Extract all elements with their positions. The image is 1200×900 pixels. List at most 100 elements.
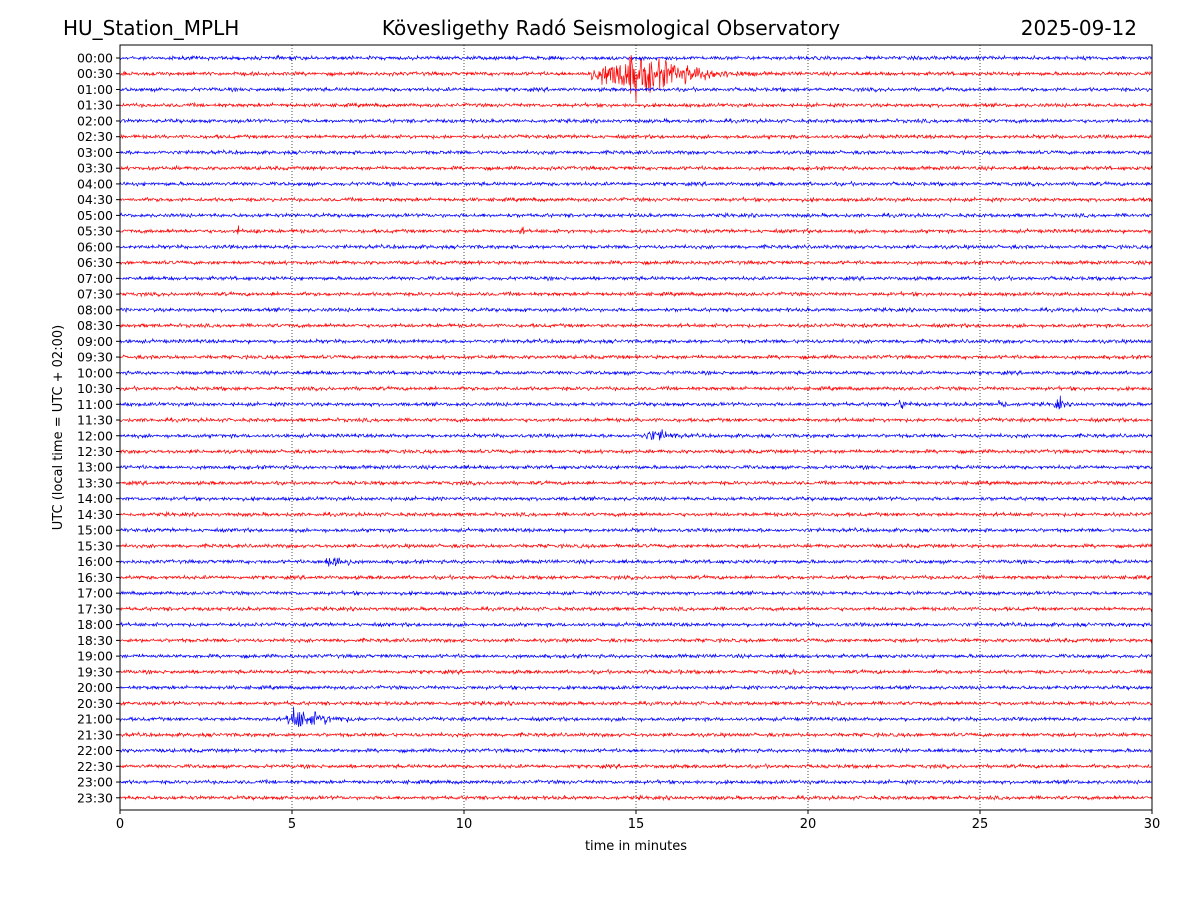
trace-0530 xyxy=(119,225,1153,235)
trace-1700 xyxy=(119,589,1153,597)
trace-0430 xyxy=(119,196,1153,204)
trace-0930 xyxy=(119,353,1153,361)
trace-2200 xyxy=(119,747,1153,755)
y-tick-label: 07:00 xyxy=(77,271,113,286)
y-tick-label: 09:30 xyxy=(77,350,113,365)
trace-1200 xyxy=(119,429,1153,441)
x-tick-label: 0 xyxy=(116,817,124,832)
y-tick-label: 14:00 xyxy=(77,491,113,506)
trace-0000 xyxy=(119,54,1153,62)
y-tick-label: 20:00 xyxy=(77,680,113,695)
trace-0130 xyxy=(119,101,1153,109)
trace-lines xyxy=(119,54,1153,802)
x-tick-label: 5 xyxy=(288,817,296,832)
y-tick-label: 20:30 xyxy=(77,696,113,711)
y-tick-label: 05:00 xyxy=(77,208,113,223)
grid-lines xyxy=(291,45,981,810)
y-tick-label: 03:30 xyxy=(77,161,113,176)
y-tick-label: 04:00 xyxy=(77,176,113,191)
date-label: 2025-09-12 xyxy=(1020,16,1137,40)
y-axis-label: UTC (local time = UTC + 02:00) xyxy=(51,325,66,530)
y-tick-label: 03:00 xyxy=(77,145,113,160)
y-tick-label: 00:00 xyxy=(77,51,113,66)
trace-1900 xyxy=(119,652,1153,660)
trace-1930 xyxy=(119,668,1153,676)
y-tick-label: 15:30 xyxy=(77,538,113,553)
y-tick-label: 08:00 xyxy=(77,302,113,317)
trace-2300 xyxy=(119,778,1153,786)
trace-1800 xyxy=(119,621,1153,629)
trace-2100 xyxy=(119,706,1153,727)
y-tick-label: 18:00 xyxy=(77,617,113,632)
trace-0630 xyxy=(119,259,1153,267)
y-tick-label: 23:00 xyxy=(77,775,113,790)
y-tick-label: 10:00 xyxy=(77,365,113,380)
trace-1530 xyxy=(119,542,1152,550)
x-tick-label: 30 xyxy=(1144,817,1161,832)
trace-0100 xyxy=(119,86,1153,94)
trace-1000 xyxy=(119,369,1153,377)
x-tick-label: 25 xyxy=(972,817,989,832)
y-tick-label: 10:30 xyxy=(77,381,113,396)
trace-0330 xyxy=(119,164,1153,172)
trace-1630 xyxy=(119,573,1153,582)
trace-0900 xyxy=(119,337,1153,345)
chart-title: Kövesligethy Radó Seismological Observat… xyxy=(381,16,841,40)
trace-2000 xyxy=(119,683,1153,692)
trace-0400 xyxy=(119,180,1153,188)
trace-1130 xyxy=(119,416,1153,424)
y-tick-label: 01:30 xyxy=(77,98,113,113)
trace-1100 xyxy=(119,395,1153,410)
trace-0730 xyxy=(119,290,1153,298)
y-tick-label: 15:00 xyxy=(77,523,113,538)
y-tick-label: 12:30 xyxy=(77,444,113,459)
x-tick-label: 15 xyxy=(628,817,645,832)
y-tick-label: 12:00 xyxy=(77,428,113,443)
trace-0230 xyxy=(119,133,1153,141)
trace-0830 xyxy=(119,322,1153,330)
y-tick-label: 16:00 xyxy=(77,554,113,569)
y-tick-label: 17:30 xyxy=(77,601,113,616)
y-tick-label: 23:30 xyxy=(77,790,113,805)
y-tick-label: 17:00 xyxy=(77,586,113,601)
trace-1730 xyxy=(119,605,1153,613)
y-tick-label: 02:00 xyxy=(77,113,113,128)
trace-2030 xyxy=(119,699,1152,707)
trace-1430 xyxy=(120,510,1153,518)
y-tick-label: 05:30 xyxy=(77,224,113,239)
y-tick-labels: 00:0000:3001:0001:3002:0002:3003:0003:30… xyxy=(77,51,120,805)
y-tick-label: 19:00 xyxy=(77,649,113,664)
y-tick-label: 22:30 xyxy=(77,759,113,774)
trace-1830 xyxy=(119,636,1153,644)
y-tick-label: 13:00 xyxy=(77,460,113,475)
trace-1300 xyxy=(119,463,1153,471)
trace-0030 xyxy=(119,54,1153,103)
trace-1230 xyxy=(119,448,1153,456)
station-name: HU_Station_MPLH xyxy=(63,16,240,40)
trace-1030 xyxy=(119,384,1153,392)
y-tick-label: 07:30 xyxy=(77,287,113,302)
y-tick-label: 00:30 xyxy=(77,66,113,81)
y-tick-label: 04:30 xyxy=(77,192,113,207)
y-tick-label: 11:00 xyxy=(77,397,113,412)
trace-1500 xyxy=(119,526,1152,534)
y-tick-label: 09:00 xyxy=(77,334,113,349)
trace-2330 xyxy=(119,794,1153,802)
y-tick-label: 11:30 xyxy=(77,413,113,428)
y-tick-label: 22:00 xyxy=(77,743,113,758)
y-tick-label: 13:30 xyxy=(77,475,113,490)
x-tick-label: 10 xyxy=(456,817,473,832)
trace-2130 xyxy=(119,731,1153,739)
y-tick-label: 08:30 xyxy=(77,318,113,333)
trace-0700 xyxy=(119,274,1153,283)
y-tick-label: 18:30 xyxy=(77,633,113,648)
trace-0200 xyxy=(119,117,1152,125)
trace-2230 xyxy=(119,762,1153,770)
y-tick-label: 16:30 xyxy=(77,570,113,585)
trace-1400 xyxy=(119,495,1153,503)
y-tick-label: 01:00 xyxy=(77,82,113,97)
y-tick-label: 19:30 xyxy=(77,664,113,679)
y-tick-label: 21:00 xyxy=(77,712,113,727)
x-tick-labels: 0 5 10 15 20 25 30 xyxy=(116,810,1160,832)
y-tick-label: 21:30 xyxy=(77,727,113,742)
